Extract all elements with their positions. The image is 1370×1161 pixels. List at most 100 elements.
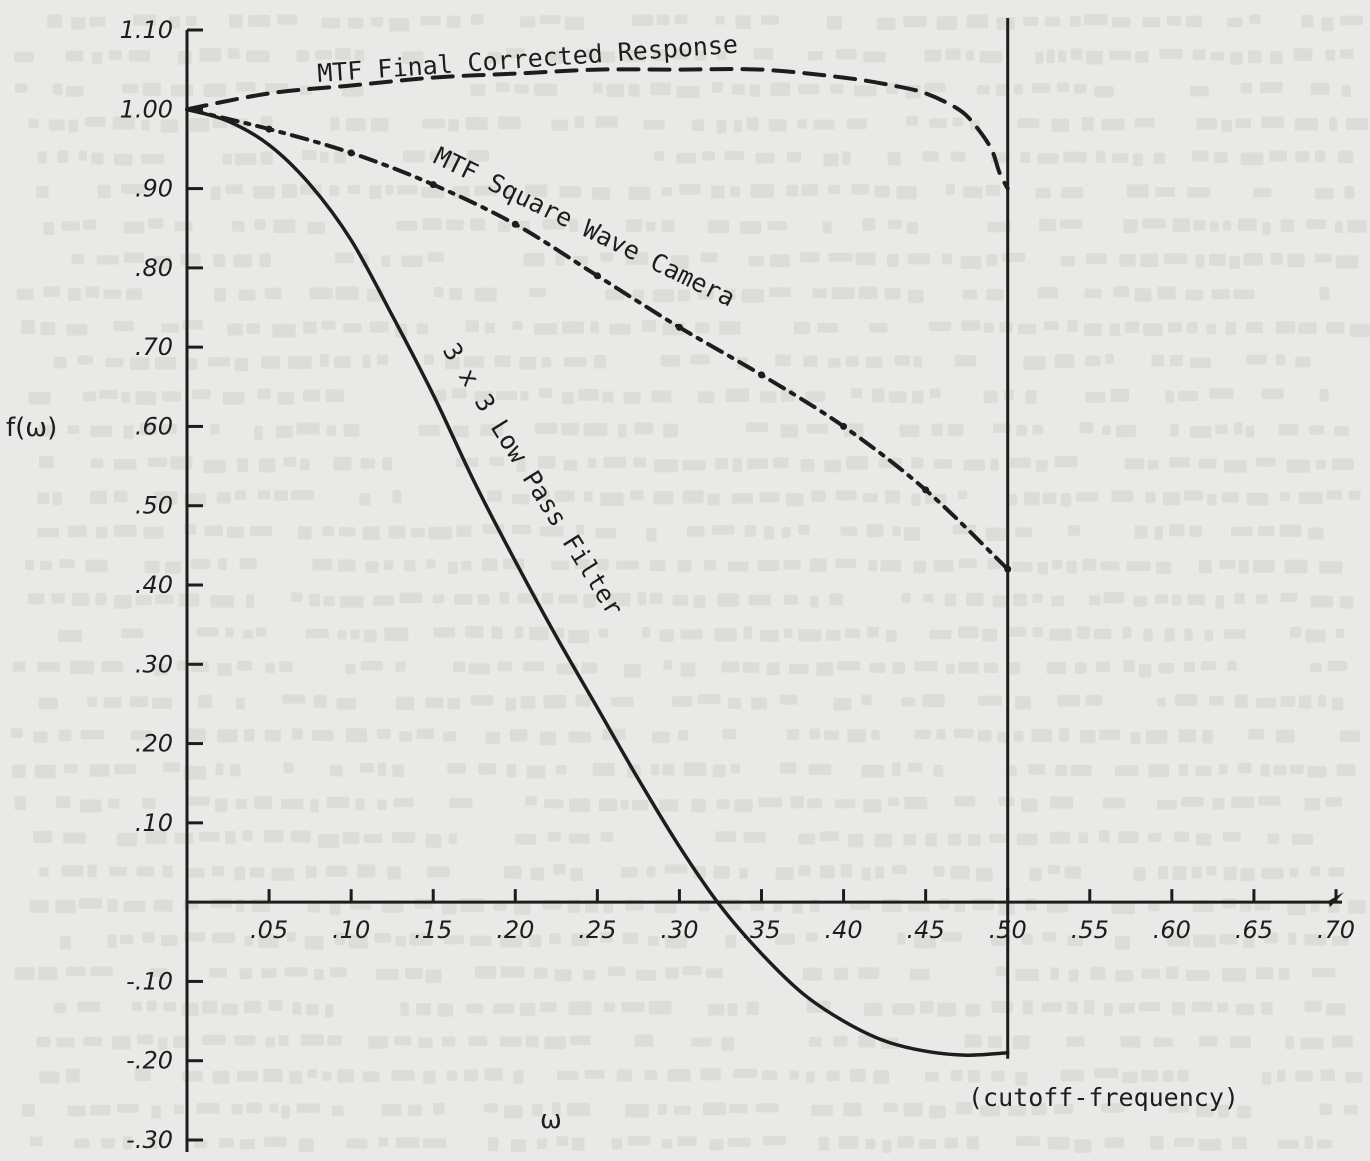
background-smudge <box>279 661 293 672</box>
background-smudge <box>435 389 447 402</box>
background-smudge <box>179 593 200 607</box>
background-smudge <box>37 492 50 505</box>
background-smudge <box>697 694 721 704</box>
background-smudge <box>534 83 558 96</box>
background-smudge <box>229 14 243 28</box>
background-smudge <box>599 798 617 812</box>
background-smudge <box>806 1071 815 1084</box>
background-smudge <box>965 50 974 61</box>
background-smudge <box>1169 355 1183 366</box>
background-smudge <box>1118 831 1139 844</box>
background-smudge <box>986 254 998 267</box>
background-smudge <box>866 524 884 537</box>
background-smudge <box>364 629 377 643</box>
background-smudge <box>330 764 343 777</box>
background-smudge <box>1253 187 1272 198</box>
background-smudge <box>845 356 859 367</box>
background-smudge <box>1064 866 1081 879</box>
background-smudge <box>1178 390 1199 402</box>
background-smudge <box>1319 286 1330 301</box>
background-smudge <box>446 219 464 231</box>
background-smudge <box>867 626 879 638</box>
background-smudge <box>809 728 821 740</box>
background-smudge <box>84 116 106 127</box>
background-smudge <box>700 1068 721 1081</box>
background-smudge <box>781 527 791 538</box>
background-smudge <box>33 731 48 743</box>
background-smudge <box>246 50 270 63</box>
background-smudge <box>650 82 671 96</box>
background-smudge <box>865 1138 876 1150</box>
background-smudge <box>830 84 844 94</box>
background-smudge <box>911 457 924 469</box>
background-smudge <box>103 289 122 299</box>
background-smudge <box>1280 492 1290 502</box>
background-smudge <box>945 184 955 195</box>
background-smudge <box>475 966 497 979</box>
background-smudge <box>1280 219 1295 233</box>
background-smudge <box>991 1000 1013 1013</box>
background-smudge <box>868 322 888 333</box>
background-smudge <box>15 83 28 93</box>
background-smudge <box>906 116 918 126</box>
background-smudge <box>66 324 88 336</box>
background-smudge <box>235 153 257 166</box>
background-smudge <box>850 1068 866 1083</box>
background-smudge <box>786 184 799 197</box>
background-smudge <box>425 697 444 709</box>
background-smudge <box>954 355 977 367</box>
background-smudge <box>707 220 729 234</box>
background-smudge <box>397 185 418 195</box>
background-smudge <box>447 697 460 710</box>
background-smudge <box>1305 629 1326 643</box>
background-smudge <box>691 1037 712 1047</box>
background-smudge <box>235 798 247 809</box>
background-smudge <box>465 626 484 638</box>
background-smudge <box>976 85 990 95</box>
background-smudge <box>256 627 267 637</box>
background-smudge <box>946 663 955 675</box>
background-smudge <box>425 969 442 983</box>
y-tick-label: .10 <box>135 809 173 837</box>
background-smudge <box>733 1068 758 1078</box>
background-smudge <box>961 320 981 331</box>
background-smudge <box>283 762 294 774</box>
background-smudge <box>1301 14 1314 28</box>
background-smudge <box>633 457 647 468</box>
background-smudge <box>325 389 344 402</box>
background-smudge <box>1133 153 1143 167</box>
background-smudge <box>280 798 304 810</box>
background-smudge <box>1234 422 1243 435</box>
background-smudge <box>216 492 231 504</box>
background-smudge <box>775 867 794 880</box>
x-tick-label: .25 <box>578 916 616 944</box>
background-smudge <box>967 1069 980 1083</box>
background-smudge <box>694 50 707 61</box>
background-smudge <box>544 1036 566 1050</box>
background-smudge <box>1043 321 1059 331</box>
background-smudge <box>66 85 84 97</box>
background-smudge <box>661 187 672 197</box>
x-tick-label: .65 <box>1235 916 1273 944</box>
background-smudge <box>656 14 670 26</box>
background-smudge <box>139 423 157 436</box>
background-smudge <box>884 490 900 504</box>
background-smudge <box>540 1001 557 1013</box>
background-smudge <box>1204 629 1214 641</box>
background-smudge <box>1015 1136 1040 1147</box>
background-smudge <box>1046 661 1066 675</box>
background-smudge <box>608 592 631 607</box>
background-smudge <box>57 150 69 164</box>
background-smudge <box>925 1071 939 1082</box>
background-smudge <box>1232 1136 1247 1150</box>
background-smudge <box>1290 764 1304 774</box>
background-smudge <box>1162 492 1181 506</box>
background-smudge <box>12 764 26 778</box>
background-smudge <box>620 799 629 810</box>
background-smudge <box>1185 969 1210 982</box>
background-smudge <box>982 628 998 642</box>
background-smudge <box>883 1103 898 1113</box>
background-smudge <box>986 288 1004 301</box>
background-smudge <box>432 594 445 604</box>
background-smudge <box>586 48 597 60</box>
